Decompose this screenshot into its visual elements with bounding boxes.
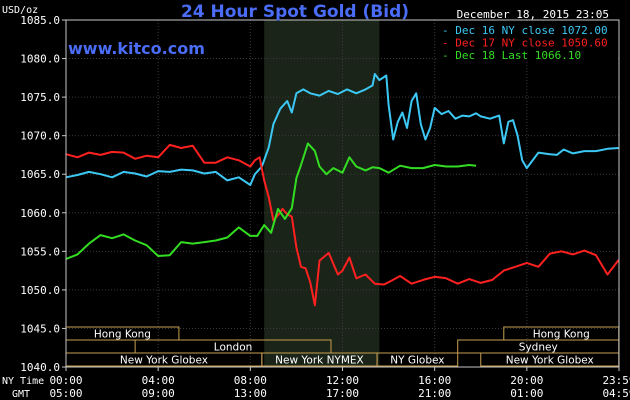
nymex-highlight: [264, 20, 380, 367]
session-label: New York NYMEX: [275, 355, 364, 367]
session-box: [376, 352, 459, 367]
session-label: New York Globex: [506, 355, 594, 367]
x-tick-label-gmt: 21:00: [418, 387, 451, 400]
gmt-label: GMT: [12, 389, 30, 400]
x-tick-label-gmt: 04:59: [602, 387, 630, 400]
x-tick-label-ny: 16:00: [418, 374, 451, 387]
x-tick-label-ny: 20:00: [510, 374, 543, 387]
y-tick-label: 1075.0: [20, 91, 60, 104]
y-tick-label: 1045.0: [20, 322, 60, 335]
ny-time-label: NY Time: [2, 376, 44, 387]
session-label: London: [214, 342, 253, 354]
legend: - Dec 16 NY close 1072.00- Dec 17 NY clo…: [436, 22, 617, 62]
y-tick-label: 1080.0: [20, 53, 60, 66]
x-tick-label-gmt: 17:00: [326, 387, 359, 400]
legend-box: [436, 22, 617, 62]
x-tick-label-ny: 08:00: [234, 374, 267, 387]
session-label: Hong Kong: [94, 329, 151, 341]
x-tick-label-ny: 00:00: [49, 374, 82, 387]
x-tick-label-gmt: 09:00: [142, 387, 175, 400]
session-label: Hong Kong: [533, 329, 590, 341]
y-tick-label: 1070.0: [20, 130, 60, 143]
y-axis-label: USD/oz: [2, 5, 38, 16]
chart-title: 24 Hour Spot Gold (Bid): [181, 2, 409, 22]
session-label: Sydney: [519, 342, 558, 354]
y-tick-label: 1055.0: [20, 245, 60, 258]
legend-entry: - Dec 16 NY close 1072.00: [442, 24, 608, 37]
y-axis: 1085.0 1080.0 1075.0 1070.0 1065.0 1060.0 1055…: [20, 14, 66, 374]
series-line-3: [65, 142, 477, 260]
y-tick-label: 1085.0: [20, 14, 60, 27]
x-tick-label-gmt: 01:00: [510, 387, 543, 400]
series-line-2: [65, 143, 620, 307]
x-tick-label-ny: 12:00: [326, 374, 359, 387]
y-tick-label: 1050.0: [20, 284, 60, 297]
x-tick-label-ny: 23:59: [602, 374, 630, 387]
series-lines: [65, 73, 620, 307]
legend-entry: - Dec 17 NY close 1050.60: [442, 37, 608, 50]
x-tick-label-gmt: 05:00: [49, 387, 82, 400]
watermark: www.kitco.com: [68, 39, 205, 58]
session-label: NY Globex: [390, 355, 444, 367]
date-time: December 18, 2015 23:05: [457, 8, 609, 21]
session-label: New York Globex: [120, 355, 208, 367]
y-tick-label: 1065.0: [20, 168, 60, 181]
y-tick-label: 1040.0: [20, 361, 60, 374]
y-tick-label: 1060.0: [20, 207, 60, 220]
series-line-1: [65, 73, 619, 186]
legend-entry: - Dec 18 Last 1066.10: [442, 49, 581, 62]
x-tick-label-ny: 04:00: [142, 374, 175, 387]
x-tick-label-gmt: 13:00: [234, 387, 267, 400]
